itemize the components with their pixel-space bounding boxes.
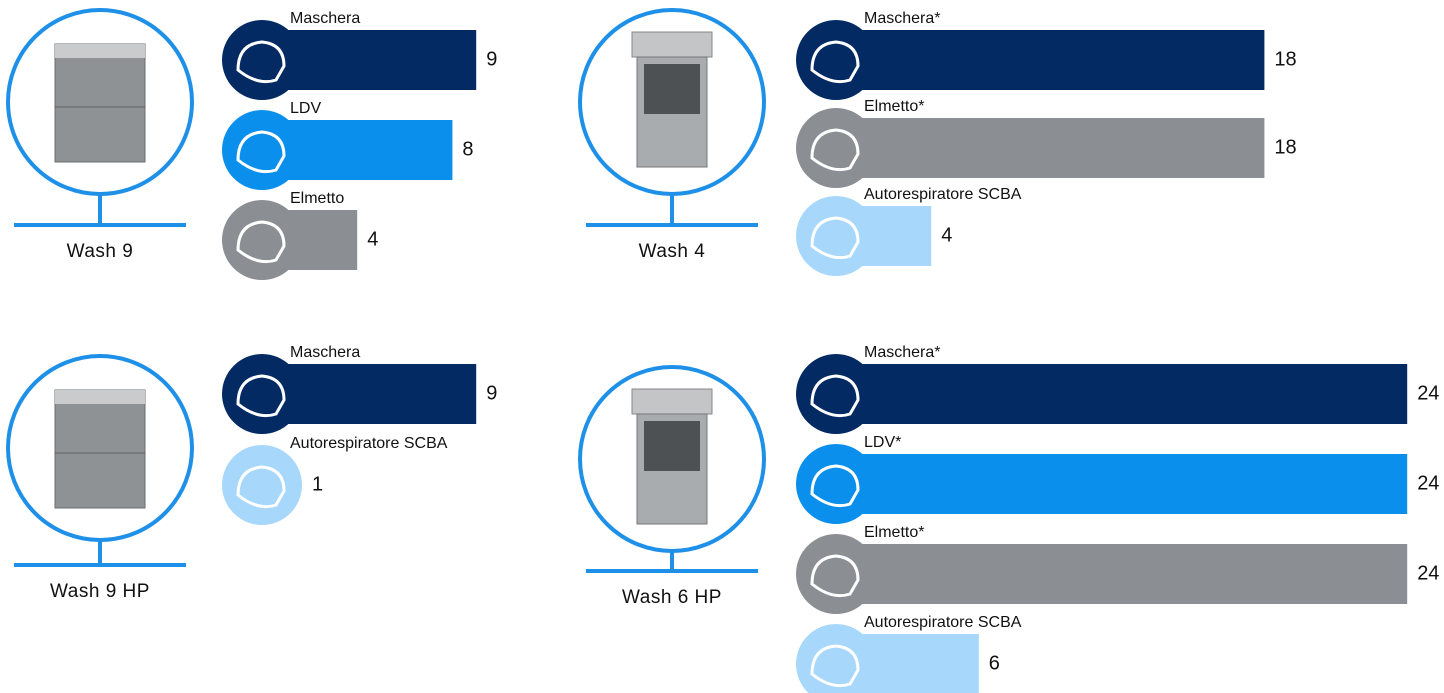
- bar: [836, 544, 1407, 604]
- product-panel: Wash 9 HP Maschera 9 Autorespiratore SCBA 1: [8, 344, 497, 602]
- value-label: 1: [312, 473, 323, 495]
- value-label: 24: [1417, 472, 1439, 494]
- value-label: 9: [486, 48, 497, 70]
- product-name: Wash 4: [639, 241, 706, 262]
- machine-panel: [55, 44, 145, 58]
- category-icon: [222, 110, 302, 190]
- category-label: LDV: [290, 100, 321, 117]
- category-label: LDV*: [864, 434, 901, 451]
- machine-hood: [632, 389, 712, 414]
- category-icon: [222, 354, 302, 434]
- bar: [836, 118, 1264, 178]
- category-label: Autorespiratore SCBA: [864, 186, 1022, 203]
- machine-window: [644, 64, 700, 114]
- category-icon: [222, 445, 302, 525]
- category-label: Maschera*: [864, 344, 940, 361]
- category-label: Elmetto: [290, 190, 344, 207]
- value-label: 24: [1417, 382, 1439, 404]
- product-panel: Wash 4 Maschera* 18 Elmetto* 18 Autorespirato…: [580, 10, 1297, 276]
- product-name: Wash 9 HP: [50, 581, 150, 602]
- category-icon: [796, 196, 876, 276]
- category-icon: [796, 444, 876, 524]
- category-label: Maschera: [290, 10, 360, 27]
- value-label: 8: [462, 138, 473, 160]
- category-icon: [222, 20, 302, 100]
- category-label: Maschera*: [864, 10, 940, 27]
- category-label: Elmetto*: [864, 98, 924, 115]
- category-label: Autorespiratore SCBA: [864, 614, 1022, 631]
- value-label: 6: [989, 652, 1000, 674]
- product-panel: Wash 6 HP Maschera* 24 LDV* 24 Elmetto* 24 Auto…: [580, 344, 1439, 693]
- machine-hood: [632, 32, 712, 57]
- machine-panel: [55, 390, 145, 404]
- category-icon: [222, 200, 302, 280]
- product-name: Wash 9: [67, 241, 134, 262]
- product-panel: Wash 9 Maschera 9 LDV 8 Elmetto 4: [8, 10, 497, 280]
- category-icon: [796, 108, 876, 188]
- category-label: Elmetto*: [864, 524, 924, 541]
- value-label: 4: [367, 228, 378, 250]
- value-label: 18: [1274, 136, 1296, 158]
- category-icon: [796, 20, 876, 100]
- product-name: Wash 6 HP: [622, 587, 722, 608]
- bar: [836, 30, 1264, 90]
- category-label: Maschera: [290, 344, 360, 361]
- machine-window: [644, 421, 700, 471]
- machine-body: [55, 44, 145, 162]
- bar: [836, 454, 1407, 514]
- category-label: Autorespiratore SCBA: [290, 435, 448, 452]
- value-label: 9: [486, 382, 497, 404]
- category-icon: [796, 354, 876, 434]
- bar: [836, 364, 1407, 424]
- value-label: 18: [1274, 48, 1296, 70]
- category-icon: [796, 534, 876, 614]
- infographic: Wash 9 Maschera 9 LDV 8 Elmetto 4 Wash 4 Mascher…: [0, 0, 1444, 693]
- value-label: 4: [941, 224, 952, 246]
- value-label: 24: [1417, 562, 1439, 584]
- machine-body: [55, 390, 145, 508]
